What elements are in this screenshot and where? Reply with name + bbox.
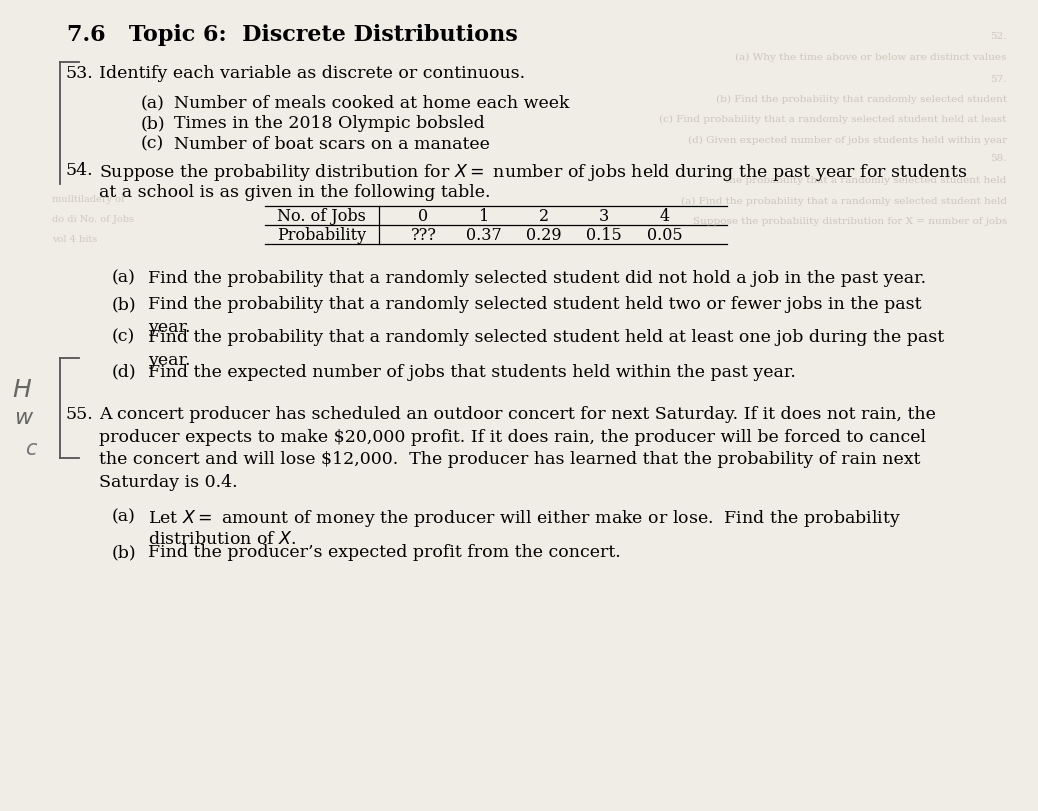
Text: (b): (b) [112, 296, 137, 313]
Text: Number of meals cooked at home each week: Number of meals cooked at home each week [174, 95, 570, 112]
Text: (d): (d) [112, 363, 137, 380]
Text: year.: year. [148, 319, 191, 336]
Text: year.: year. [148, 351, 191, 368]
Text: Find the probability that a randomly selected student did not hold a job in the : Find the probability that a randomly sel… [148, 269, 927, 286]
Text: (d) Given expected number of jobs students held within year: (d) Given expected number of jobs studen… [688, 135, 1007, 144]
Text: (b): (b) [140, 115, 165, 132]
Text: vol 4 bits: vol 4 bits [52, 235, 98, 244]
Text: the probability that a randomly selected student held: the probability that a randomly selected… [726, 176, 1007, 185]
Text: at a school is as given in the following table.: at a school is as given in the following… [99, 184, 490, 201]
Text: (a) Why the time above or below are distinct values: (a) Why the time above or below are dist… [736, 53, 1007, 62]
Text: Find the probability that a randomly selected student held at least one job duri: Find the probability that a randomly sel… [148, 328, 945, 345]
Text: No. of Jobs: No. of Jobs [277, 208, 366, 225]
Text: the concert and will lose $12,000.  The producer has learned that the probabilit: the concert and will lose $12,000. The p… [99, 451, 920, 468]
Text: 0.37: 0.37 [466, 227, 501, 244]
Text: Times in the 2018 Olympic bobsled: Times in the 2018 Olympic bobsled [174, 115, 485, 132]
Text: Find the probability that a randomly selected student held two or fewer jobs in : Find the probability that a randomly sel… [148, 296, 922, 313]
Text: (a) Find the probability that a randomly selected student held: (a) Find the probability that a randomly… [681, 196, 1007, 205]
Text: 0.05: 0.05 [647, 227, 682, 244]
Text: Suppose the probability distribution for X = number of jobs: Suppose the probability distribution for… [692, 217, 1007, 225]
Text: producer expects to make $20,000 profit. If it does rain, the producer will be f: producer expects to make $20,000 profit.… [99, 428, 926, 445]
Text: (c): (c) [140, 135, 163, 152]
Text: 53.: 53. [65, 65, 93, 82]
Text: H: H [12, 377, 31, 401]
Text: 7.6   Topic 6:  Discrete Distributions: 7.6 Topic 6: Discrete Distributions [67, 24, 518, 46]
Text: Identify each variable as discrete or continuous.: Identify each variable as discrete or co… [99, 65, 525, 82]
Text: distribution of $X$.: distribution of $X$. [148, 530, 297, 547]
Text: (b): (b) [112, 543, 137, 560]
Text: 54.: 54. [65, 162, 93, 179]
Text: Let $X =$ amount of money the producer will either make or lose.  Find the proba: Let $X =$ amount of money the producer w… [148, 508, 902, 529]
Text: do di No. of Jobs: do di No. of Jobs [52, 215, 134, 224]
Text: (a): (a) [112, 269, 136, 286]
Text: 3: 3 [599, 208, 609, 225]
Text: mulltiladery of: mulltiladery of [52, 195, 125, 204]
Text: 52.: 52. [990, 32, 1007, 41]
Text: (a): (a) [140, 95, 164, 112]
Text: 1: 1 [479, 208, 489, 225]
Text: 0: 0 [418, 208, 429, 225]
Text: 0.15: 0.15 [586, 227, 622, 244]
Text: Probability: Probability [277, 227, 366, 244]
Text: (c) Find probability that a randomly selected student held at least: (c) Find probability that a randomly sel… [659, 115, 1007, 124]
Text: 2: 2 [539, 208, 549, 225]
Text: 55.: 55. [65, 406, 93, 423]
Text: ???: ??? [411, 227, 436, 244]
Text: Find the expected number of jobs that students held within the past year.: Find the expected number of jobs that st… [148, 363, 796, 380]
Text: Suppose the probability distribution for $X =$ number of jobs held during the pa: Suppose the probability distribution for… [99, 162, 966, 183]
Text: 58.: 58. [990, 154, 1007, 163]
Text: Number of boat scars on a manatee: Number of boat scars on a manatee [174, 135, 490, 152]
Text: (c): (c) [112, 328, 135, 345]
Text: w: w [15, 408, 33, 427]
Text: A concert producer has scheduled an outdoor concert for next Saturday. If it doe: A concert producer has scheduled an outd… [99, 406, 935, 423]
Text: 0.29: 0.29 [526, 227, 562, 244]
Text: 4: 4 [659, 208, 670, 225]
Text: Find the producer’s expected profit from the concert.: Find the producer’s expected profit from… [148, 543, 621, 560]
Text: Saturday is 0.4.: Saturday is 0.4. [99, 474, 238, 491]
Text: c: c [25, 439, 36, 458]
Text: 57.: 57. [990, 75, 1007, 84]
Text: (b) Find the probability that randomly selected student: (b) Find the probability that randomly s… [716, 95, 1007, 104]
Text: (a): (a) [112, 508, 136, 525]
